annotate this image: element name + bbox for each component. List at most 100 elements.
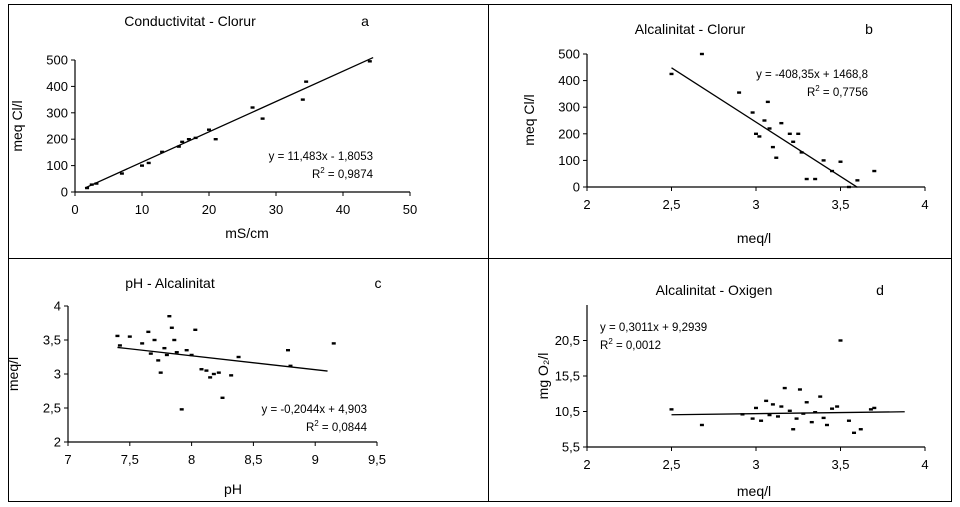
r-squared-label: R2 = 0,0844 [306, 419, 368, 434]
data-point [127, 335, 132, 338]
data-point [260, 117, 265, 120]
data-point [846, 185, 851, 189]
data-point [186, 138, 191, 141]
data-point [835, 405, 840, 408]
trendline-equation: y = -408,35x + 1468,8 [756, 69, 868, 81]
data-point [152, 338, 157, 342]
data-point [740, 413, 745, 416]
panel-letter: a [361, 13, 369, 29]
x-tick-label: 3,5 [831, 197, 849, 212]
data-point [140, 164, 144, 167]
trendline [117, 346, 328, 372]
data-point [699, 52, 704, 56]
chart-panel-c: pH - Alcalinitat c 7 7,5 8 8,5 9 9,5 2 2,5 3 3,5 4 pH… [5, 275, 386, 497]
data-point [160, 150, 165, 154]
y-tick-label: 3 [54, 367, 61, 382]
x-tick-label: 2,5 [662, 457, 680, 472]
x-tick-label: 50 [403, 202, 417, 217]
r-squared-label: R2 = 0,9874 [312, 166, 374, 181]
x-axis-label: pH [224, 481, 242, 497]
data-point [774, 156, 779, 159]
x-tick-label: 4 [921, 457, 928, 472]
data-point [779, 121, 784, 125]
y-tick-label: 10,5 [555, 404, 580, 419]
data-point [809, 420, 814, 424]
data-point [119, 172, 124, 175]
data-point [213, 138, 218, 141]
data-point [176, 145, 181, 148]
x-tick-label: 3,5 [831, 457, 849, 472]
data-point [855, 179, 860, 182]
panel-divider-vertical [488, 4, 489, 502]
x-tick-label: 8,5 [244, 452, 262, 467]
data-point [754, 406, 758, 410]
data-point [821, 159, 826, 162]
panel-letter: d [876, 282, 884, 298]
data-point [184, 349, 189, 352]
y-tick-label: 500 [558, 47, 580, 62]
x-tick-label: 7,5 [121, 452, 139, 467]
data-point [146, 161, 151, 165]
data-point [220, 396, 225, 399]
data-point [146, 330, 151, 334]
data-point [787, 132, 792, 135]
data-point [229, 374, 234, 377]
data-point [250, 106, 255, 109]
data-point [115, 334, 120, 338]
data-point [169, 326, 174, 329]
trendline-equation: y = -0,2044x + 4,903 [262, 404, 368, 416]
x-tick-label: 4 [921, 197, 928, 212]
y-tick-label: 2,5 [43, 401, 61, 416]
data-point [750, 111, 755, 114]
data-point [193, 136, 198, 140]
chart-panel-b: Alcalinitat - Clorur b 2 2,5 3 3,5 4 0 100 200 300… [521, 21, 929, 246]
r-squared-superscript: 2 [314, 419, 319, 428]
data-point [156, 359, 161, 362]
y-axis-label: meq/l [5, 357, 21, 391]
data-point [236, 355, 241, 359]
panel-letter: b [865, 21, 873, 37]
data-point [288, 364, 293, 368]
data-point [737, 91, 742, 94]
y-tick-label: 15,5 [555, 369, 580, 384]
data-point [286, 349, 291, 352]
data-point [872, 406, 877, 410]
trendline [671, 67, 858, 188]
x-axis-label: meq/l [737, 230, 771, 246]
data-point [180, 140, 185, 144]
trendline-equation: y = 0,3011x + 9,2939 [600, 322, 707, 334]
data-point [858, 428, 863, 431]
x-tick-label: 2 [583, 197, 590, 212]
data-point [669, 72, 674, 76]
y-tick-label: 0 [61, 185, 68, 200]
x-tick-label: 9 [312, 452, 319, 467]
data-point [794, 417, 799, 420]
data-point [85, 186, 90, 190]
data-point [699, 423, 704, 427]
data-point [759, 419, 764, 422]
x-tick-label: 7 [64, 452, 71, 467]
data-point [179, 408, 184, 411]
data-point [331, 342, 336, 345]
data-point [830, 407, 835, 410]
y-tick-label: 4 [54, 299, 61, 314]
y-tick-label: 500 [46, 53, 68, 68]
r-squared-prefix: R [312, 169, 320, 181]
data-point [211, 372, 216, 376]
data-point [818, 395, 823, 398]
data-point [193, 328, 198, 331]
r-squared-prefix: R [807, 87, 815, 99]
data-point [754, 132, 758, 135]
data-point [838, 160, 843, 163]
y-tick-label: 300 [558, 100, 580, 115]
y-tick-label: 20,5 [555, 333, 580, 348]
data-point [797, 388, 802, 391]
data-point [767, 413, 772, 417]
data-point [846, 419, 851, 422]
data-point [89, 183, 94, 186]
data-point [813, 411, 818, 414]
data-point [791, 428, 796, 431]
data-point [779, 405, 784, 408]
data-point [367, 60, 372, 63]
data-point [821, 416, 826, 420]
